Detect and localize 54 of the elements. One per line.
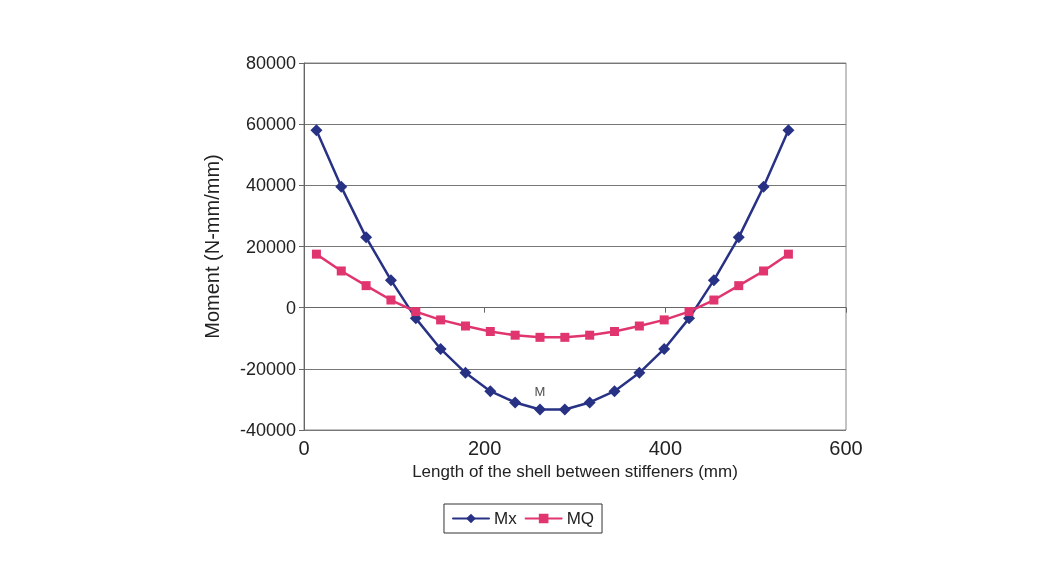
point [558,403,571,416]
y-tick-label: -40000 [239,420,296,440]
point [485,327,495,337]
point [709,295,719,305]
point [610,327,620,337]
point [361,281,371,291]
point [459,366,472,379]
point [732,231,745,244]
point [782,124,795,137]
point [336,266,346,276]
x-tick-label: 400 [648,437,683,459]
point [634,321,644,331]
point [659,315,669,325]
point [510,330,520,340]
point [509,396,522,409]
point [560,332,570,342]
annotation: M [534,383,546,399]
point [436,315,446,325]
point [759,266,769,276]
y-tick-label: 40000 [245,175,296,196]
point [484,385,497,398]
point [783,249,793,259]
point [757,180,770,193]
point [434,342,447,355]
x-axis-title: Length of the shell between stiffeners (mm) [412,461,738,481]
x-tick-label: 0 [298,437,310,459]
point [734,281,744,291]
legend-label: Mx [493,509,518,528]
point [460,321,470,331]
point [384,274,397,287]
point [411,307,421,317]
point [335,180,348,193]
x-tick-label: 600 [829,437,863,459]
y-tick-label: 0 [285,297,296,318]
point [360,231,373,244]
point [658,342,671,355]
point [608,385,621,398]
point [585,330,595,340]
legend-label: MQ [566,509,595,528]
y-axis-title: Moment (N-mm/mm) [201,154,223,339]
point [311,249,321,259]
point [707,274,720,287]
point [535,332,545,342]
x-tick-label: 200 [467,437,502,459]
y-tick-label: 20000 [245,236,296,257]
point [583,396,596,409]
y-tick-label: 60000 [245,114,296,135]
y-tick-label: 80000 [245,53,296,73]
point [633,366,646,379]
point [684,307,694,317]
point [386,295,396,305]
point [534,403,546,416]
y-tick-label: -20000 [239,358,296,379]
point [310,124,323,137]
